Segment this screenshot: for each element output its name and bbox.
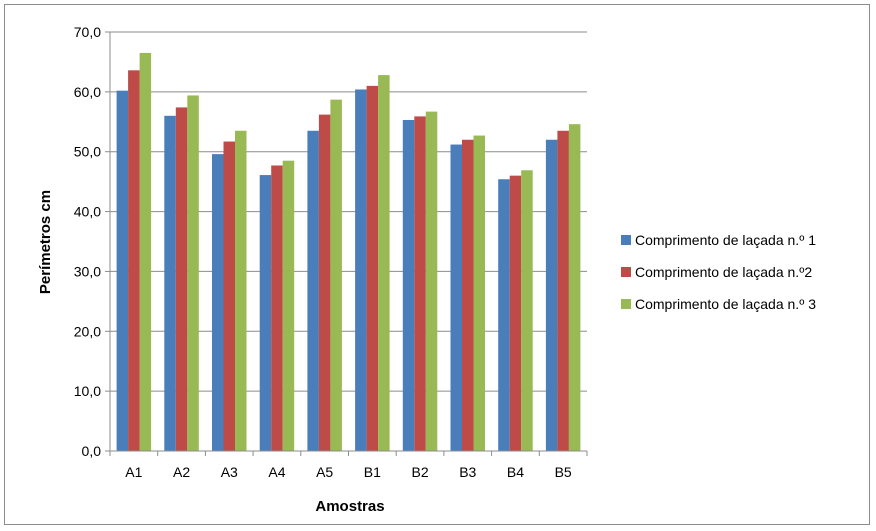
y-tick-label: 60,0: [74, 84, 101, 100]
bar-a5-series-2: [318, 114, 331, 452]
x-tick-label: A1: [125, 464, 142, 480]
bar-a1-series-2: [128, 70, 140, 452]
bar-b5-series-3: [568, 124, 581, 452]
x-tick-label: A3: [221, 464, 238, 480]
y-tick-label: 10,0: [74, 383, 101, 399]
bar-a3-series-3: [235, 130, 247, 451]
x-tick-label: A5: [316, 464, 333, 480]
bar-a5-series-3: [330, 99, 342, 451]
bar-a2-series-3: [187, 95, 199, 451]
bar-a2-series-2: [175, 107, 188, 452]
y-tick-label: 70,0: [74, 24, 101, 40]
bar-b2-series-2: [414, 116, 426, 452]
bar-b4-series-1: [498, 179, 510, 451]
x-tick-label: B5: [555, 464, 572, 480]
legend-label: Comprimento de laçada n.º 3: [635, 296, 816, 312]
legend-swatch: [621, 235, 631, 245]
bar-a4-series-1: [259, 175, 272, 451]
bars: [116, 52, 581, 452]
x-axis-title: Amostras: [315, 498, 384, 515]
bar-b4-series-2: [509, 175, 522, 451]
bar-b2-series-1: [402, 119, 415, 452]
bar-a3-series-1: [212, 154, 224, 451]
x-tick-labels: A1 A2 A3 A4 A5 B1 B2 B3 B4 B5: [125, 464, 572, 480]
x-tick-label: B1: [364, 464, 381, 480]
bar-b3-series-1: [450, 144, 462, 451]
bar-a3-series-2: [223, 141, 235, 451]
bar-b3-series-3: [473, 135, 485, 451]
bar-b5-series-1: [545, 139, 558, 451]
bar-b1-series-1: [355, 89, 367, 451]
y-tick-label: 20,0: [74, 323, 101, 339]
legend-swatch: [621, 267, 631, 277]
bar-b2-series-3: [425, 111, 438, 452]
x-tick-label: B3: [459, 464, 476, 480]
y-tick-label: 0,0: [82, 443, 102, 459]
bar-b5-series-2: [557, 130, 569, 451]
y-tick-label: 30,0: [74, 263, 101, 279]
bar-b4-series-3: [521, 170, 533, 451]
bar-b3-series-2: [462, 139, 474, 451]
x-tick-label: A4: [268, 464, 285, 480]
bar-a1-series-1: [116, 90, 129, 451]
axes: [105, 31, 588, 456]
bar-b1-series-2: [366, 85, 379, 451]
x-tick-label: A2: [173, 464, 190, 480]
bar-a2-series-1: [164, 115, 176, 452]
bar-a4-series-2: [271, 165, 283, 451]
y-tick-label: 40,0: [74, 204, 101, 220]
x-tick-label: B2: [411, 464, 428, 480]
bar-a1-series-3: [139, 52, 152, 451]
x-tick-label: B4: [507, 464, 524, 480]
legend-label: Comprimento de laçada n.º2: [635, 264, 812, 280]
legend-label: Comprimento de laçada n.º 1: [635, 232, 816, 248]
y-tick-labels: 0,0 10,0 20,0 30,0 40,0 50,0 60,0 70,0: [74, 24, 101, 459]
bar-a5-series-1: [307, 130, 319, 451]
y-axis-title: Perímetros cm: [37, 190, 54, 294]
legend: Comprimento de laçada n.º 1 Comprimento d…: [621, 232, 816, 312]
bar-a4-series-3: [282, 160, 295, 451]
legend-swatch: [621, 299, 631, 309]
y-tick-label: 50,0: [74, 144, 101, 160]
bar-b1-series-3: [378, 75, 390, 452]
